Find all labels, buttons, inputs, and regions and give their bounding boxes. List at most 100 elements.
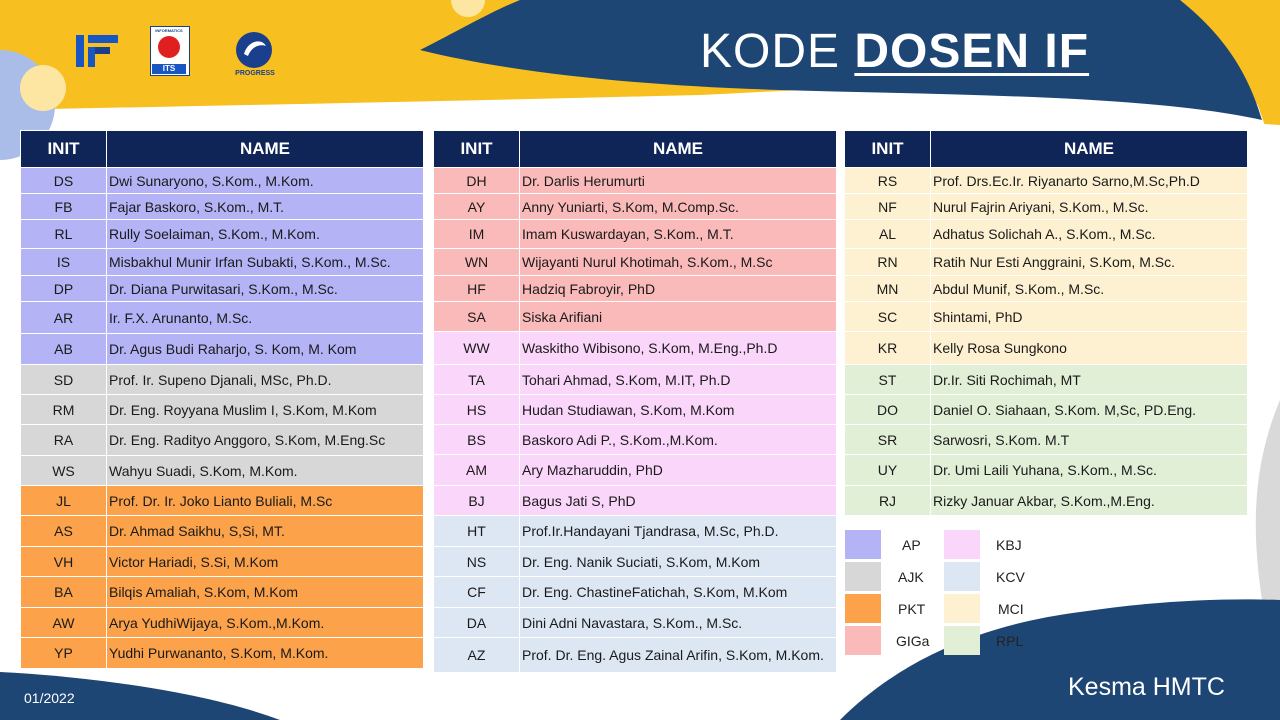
name-cell: Anny Yuniarti, S.Kom, M.Comp.Sc. — [519, 193, 837, 220]
init-cell: AS — [20, 515, 107, 547]
init-cell: IS — [20, 248, 107, 276]
table-row: BA Bilqis Amaliah, S.Kom, M.Kom — [20, 576, 424, 608]
table-row: TA Tohari Ahmad, S.Kom, M.IT, Ph.D — [433, 364, 837, 395]
table-row: HS Hudan Studiawan, S.Kom, M.Kom — [433, 394, 837, 425]
table-row: AZ Prof. Dr. Eng. Agus Zainal Arifin, S.K… — [433, 637, 837, 673]
name-cell: Shintami, PhD — [930, 301, 1248, 332]
legend-label-rpl: RPL — [996, 633, 1024, 649]
name-cell: Hudan Studiawan, S.Kom, M.Kom — [519, 394, 837, 425]
init-header: INIT — [433, 130, 520, 168]
legend-label-ap: AP — [902, 537, 921, 553]
table-row: FB Fajar Baskoro, S.Kom., M.T. — [20, 193, 424, 220]
name-cell: Dr.Ir. Siti Rochimah, MT — [930, 364, 1248, 395]
name-cell: Dr. Eng. Nanik Suciati, S.Kom, M.Kom — [519, 546, 837, 577]
name-cell: Dr. Eng. Royyana Muslim I, S.Kom, M.Kom — [106, 394, 424, 425]
table-row: WW Waskitho Wibisono, S.Kom, M.Eng.,Ph.D — [433, 331, 837, 365]
name-cell: Dr. Diana Purwitasari, S.Kom., M.Sc. — [106, 275, 424, 302]
page-title-light: KODE — [700, 25, 841, 78]
table-row: HF Hadziq Fabroyir, PhD — [433, 275, 837, 302]
lecturer-table-3: INIT NAME RS Prof. Drs.Ec.Ir. Riyanarto S… — [844, 130, 1248, 516]
table-row: AL Adhatus Solichah A., S.Kom., M.Sc. — [844, 219, 1248, 249]
name-cell: Ratih Nur Esti Anggraini, S.Kom, M.Sc. — [930, 248, 1248, 276]
table-row: RS Prof. Drs.Ec.Ir. Riyanarto Sarno,M.Sc,… — [844, 167, 1248, 194]
its-informatics-logo-icon: INFORMATICS ITS — [150, 26, 190, 76]
name-cell: Dwi Sunaryono, S.Kom., M.Kom. — [106, 167, 424, 194]
name-cell: Sarwosri, S.Kom. M.T — [930, 424, 1248, 455]
if-logo-icon — [76, 35, 118, 67]
name-cell: Rizky Januar Akbar, S.Kom.,M.Eng. — [930, 485, 1248, 516]
init-cell: FB — [20, 193, 107, 220]
name-cell: Prof. Ir. Supeno Djanali, MSc, Ph.D. — [106, 364, 424, 395]
name-cell: Fajar Baskoro, S.Kom., M.T. — [106, 193, 424, 220]
legend-label-pkt: PKT — [898, 601, 926, 617]
progress-logo-icon: PROGRESS — [235, 32, 275, 77]
name-cell: Tohari Ahmad, S.Kom, M.IT, Ph.D — [519, 364, 837, 395]
init-cell: SR — [844, 424, 931, 455]
init-cell: RN — [844, 248, 931, 276]
table-row: RN Ratih Nur Esti Anggraini, S.Kom, M.Sc. — [844, 248, 1248, 276]
init-cell: RL — [20, 219, 107, 249]
init-cell: RS — [844, 167, 931, 194]
footer-date: 01/2022 — [24, 690, 75, 706]
table-row: IM Imam Kuswardayan, S.Kom., M.T. — [433, 219, 837, 249]
name-cell: Misbakhul Munir Irfan Subakti, S.Kom., M… — [106, 248, 424, 276]
init-cell: VH — [20, 546, 107, 577]
legend-swatch-giga — [845, 626, 881, 655]
init-cell: KR — [844, 331, 931, 365]
table-row: RL Rully Soelaiman, S.Kom., M.Kom. — [20, 219, 424, 249]
table-row: BJ Bagus Jati S, PhD — [433, 485, 837, 516]
lecturer-table-1: INIT NAME DS Dwi Sunaryono, S.Kom., M.Kom… — [20, 130, 424, 669]
name-cell: Kelly Rosa Sungkono — [930, 331, 1248, 365]
page-title-bold: DOSEN IF — [854, 25, 1090, 78]
name-cell: Prof.Ir.Handayani Tjandrasa, M.Sc, Ph.D. — [519, 515, 837, 547]
table-row: AY Anny Yuniarti, S.Kom, M.Comp.Sc. — [433, 193, 837, 220]
table-row: NF Nurul Fajrin Ariyani, S.Kom., M.Sc. — [844, 193, 1248, 220]
init-cell: SC — [844, 301, 931, 332]
table-row: SC Shintami, PhD — [844, 301, 1248, 332]
legend-label-ajk: AJK — [898, 569, 924, 585]
init-cell: BS — [433, 424, 520, 455]
name-cell: Yudhi Purwananto, S.Kom, M.Kom. — [106, 637, 424, 669]
legend-label-mci: MCI — [998, 601, 1024, 617]
table-row: WS Wahyu Suadi, S.Kom, M.Kom. — [20, 455, 424, 486]
init-cell: SA — [433, 301, 520, 332]
table-row: AS Dr. Ahmad Saikhu, S,Si, MT. — [20, 515, 424, 547]
init-cell: IM — [433, 219, 520, 249]
init-cell: DO — [844, 394, 931, 425]
name-cell: Dr. Umi Laili Yuhana, S.Kom., M.Sc. — [930, 454, 1248, 486]
table-row: NS Dr. Eng. Nanik Suciati, S.Kom, M.Kom — [433, 546, 837, 577]
name-cell: Rully Soelaiman, S.Kom., M.Kom. — [106, 219, 424, 249]
legend-swatch-ap — [845, 530, 881, 559]
table-row: AR Ir. F.X. Arunanto, M.Sc. — [20, 301, 424, 334]
table-row: SR Sarwosri, S.Kom. M.T — [844, 424, 1248, 455]
name-cell: Prof. Dr. Eng. Agus Zainal Arifin, S.Kom… — [519, 637, 837, 673]
init-cell: RA — [20, 424, 107, 456]
name-cell: Victor Hariadi, S.Si, M.Kom — [106, 546, 424, 577]
table-row: RM Dr. Eng. Royyana Muslim I, S.Kom, M.Ko… — [20, 394, 424, 425]
init-cell: MN — [844, 275, 931, 302]
name-cell: Hadziq Fabroyir, PhD — [519, 275, 837, 302]
legend-swatch-kbj — [944, 530, 980, 559]
name-cell: Abdul Munif, S.Kom., M.Sc. — [930, 275, 1248, 302]
table-row: AM Ary Mazharuddin, PhD — [433, 454, 837, 486]
table-row: AW Arya YudhiWijaya, S.Kom.,M.Kom. — [20, 607, 424, 638]
name-cell: Imam Kuswardayan, S.Kom., M.T. — [519, 219, 837, 249]
name-cell: Wahyu Suadi, S.Kom, M.Kom. — [106, 455, 424, 486]
init-cell: TA — [433, 364, 520, 395]
name-cell: Dr. Eng. ChastineFatichah, S.Kom, M.Kom — [519, 576, 837, 608]
legend-swatch-kcv — [944, 562, 980, 591]
table-row: RJ Rizky Januar Akbar, S.Kom.,M.Eng. — [844, 485, 1248, 516]
init-header: INIT — [20, 130, 107, 168]
init-cell: AZ — [433, 637, 520, 673]
init-cell: CF — [433, 576, 520, 608]
init-cell: RJ — [844, 485, 931, 516]
init-cell: HF — [433, 275, 520, 302]
its-logo-top-text: INFORMATICS — [155, 28, 183, 33]
name-cell: Prof. Drs.Ec.Ir. Riyanarto Sarno,M.Sc,Ph… — [930, 167, 1248, 194]
name-cell: Siska Arifiani — [519, 301, 837, 332]
init-cell: WS — [20, 455, 107, 486]
init-cell: BA — [20, 576, 107, 608]
name-cell: Dr. Agus Budi Raharjo, S. Kom, M. Kom — [106, 333, 424, 365]
name-cell: Bagus Jati S, PhD — [519, 485, 837, 516]
table-row: RA Dr. Eng. Radityo Anggoro, S.Kom, M.Eng… — [20, 424, 424, 456]
